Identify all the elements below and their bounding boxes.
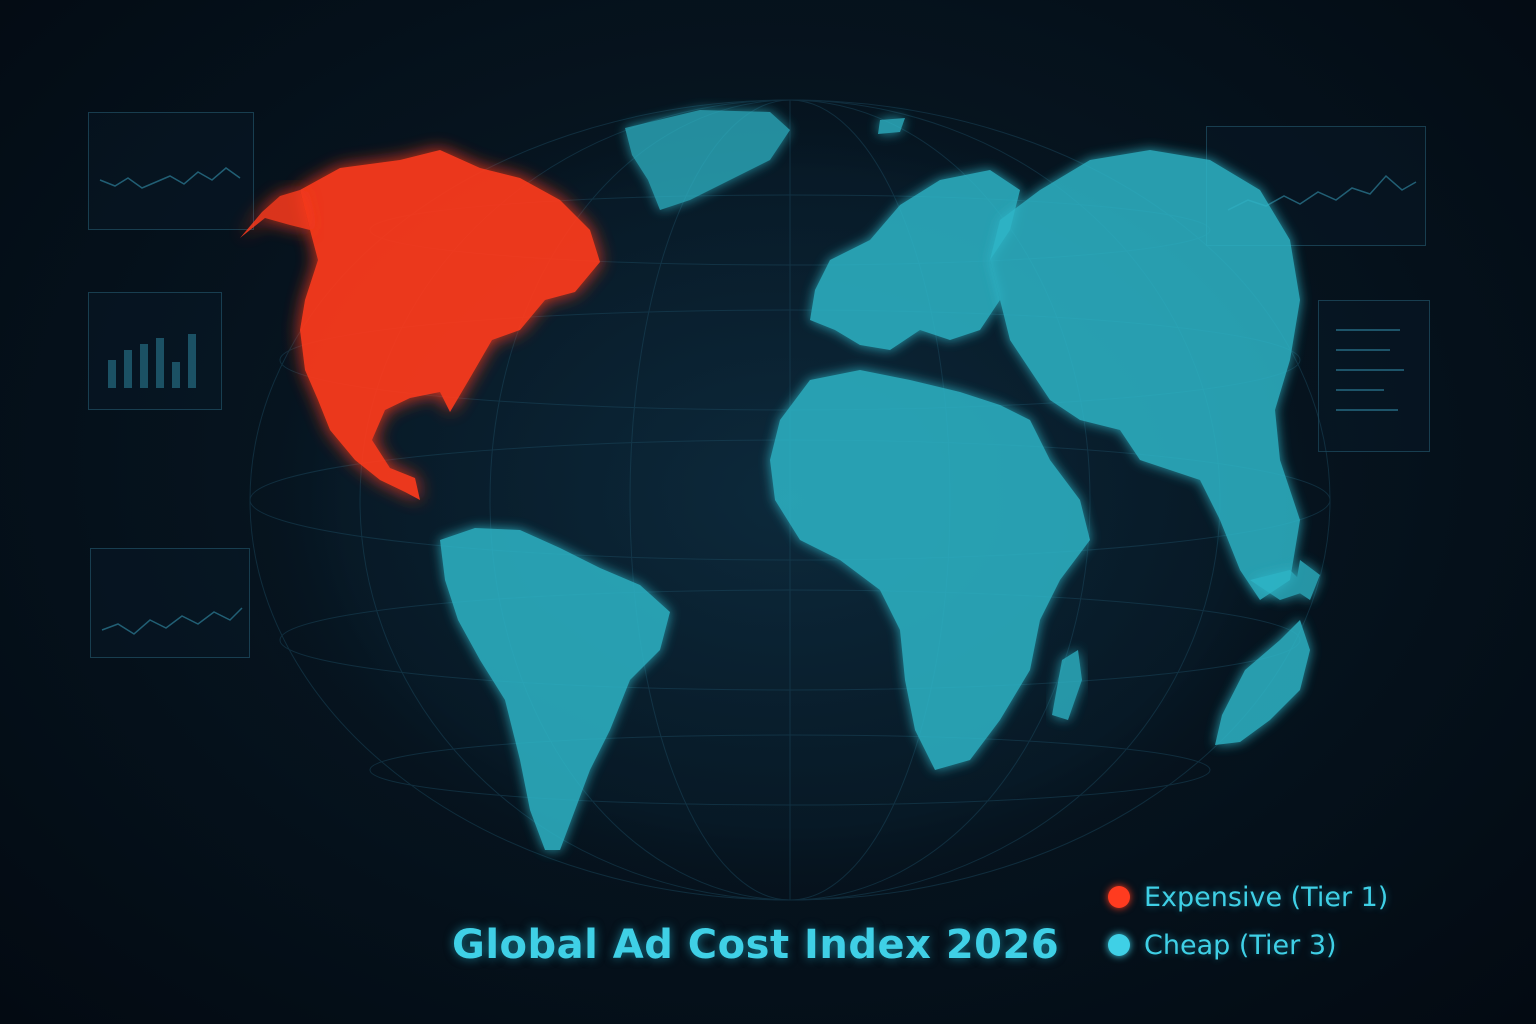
hud-bar-chart-left <box>108 334 196 388</box>
legend-label-expensive: Expensive (Tier 1) <box>1144 881 1389 913</box>
region-madagascar <box>1052 650 1082 720</box>
region-north-america <box>300 150 600 500</box>
hud-panel-line-chart-lower-left <box>90 548 250 658</box>
region-south-america <box>440 528 670 850</box>
legend-item-expensive: Expensive (Tier 1) <box>1108 880 1388 914</box>
hud-line-chart-lower-left <box>101 607 243 635</box>
cyan-dot-icon <box>1108 934 1130 956</box>
region-africa <box>770 370 1090 770</box>
region-asia <box>990 150 1300 600</box>
region-alaska <box>240 190 310 238</box>
region-australia <box>1215 620 1310 745</box>
legend-label-cheap: Cheap (Tier 3) <box>1144 929 1337 961</box>
region-europe <box>810 170 1020 350</box>
red-dot-icon <box>1108 886 1130 908</box>
region-islands <box>878 118 1320 600</box>
hud-panel-line-chart-left <box>88 112 254 230</box>
page-title: Global Ad Cost Index 2026 <box>452 922 1060 968</box>
hud-line-chart-left <box>99 167 241 189</box>
hud-panel-bar-chart-left <box>88 292 222 410</box>
legend-item-cheap: Cheap (Tier 3) <box>1108 928 1337 962</box>
hud-list-right <box>1336 329 1404 411</box>
region-greenland <box>625 110 790 210</box>
